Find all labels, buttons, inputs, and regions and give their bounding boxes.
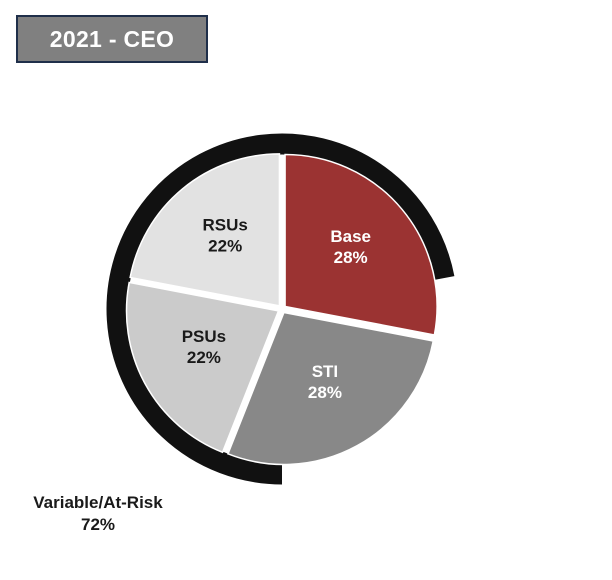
- slice-label-base-name: Base: [330, 227, 371, 246]
- variable-at-risk-ring: [106, 133, 455, 485]
- pie-slice-base: [284, 153, 438, 336]
- slice-label-rsus-percent: 22%: [208, 236, 242, 255]
- slice-label-psus: PSUs 22%: [182, 327, 226, 367]
- slice-labels: Base 28% STI 28% PSUs 22% RSUs 22%: [182, 215, 371, 402]
- ring-label-percent: 72%: [80, 515, 116, 534]
- slice-label-psus-name: PSUs: [182, 327, 226, 346]
- slice-label-sti: STI 28%: [308, 362, 342, 402]
- chart-title-badge: 2021 - CEO: [16, 15, 208, 63]
- variable-at-risk-ring-layer: [106, 133, 455, 485]
- ring-label-name: Variable/At-Risk: [33, 493, 163, 512]
- slice-label-psus-percent: 22%: [187, 348, 221, 367]
- pie-slice-rsus: [129, 153, 281, 307]
- slice-label-base: Base 28%: [330, 227, 371, 267]
- slice-label-base-percent: 28%: [334, 248, 368, 267]
- ring-label: Variable/At-Risk 72%: [14, 492, 182, 536]
- pie-slice-sti: [226, 311, 435, 466]
- slice-label-sti-percent: 28%: [308, 383, 342, 402]
- chart-title: 2021 - CEO: [49, 25, 175, 52]
- slice-label-rsus: RSUs 22%: [203, 215, 248, 255]
- pie-slice-psus: [125, 281, 280, 454]
- slice-label-sti-name: STI: [312, 362, 338, 381]
- pie-slices: [125, 153, 438, 466]
- slice-label-rsus-name: RSUs: [203, 215, 248, 234]
